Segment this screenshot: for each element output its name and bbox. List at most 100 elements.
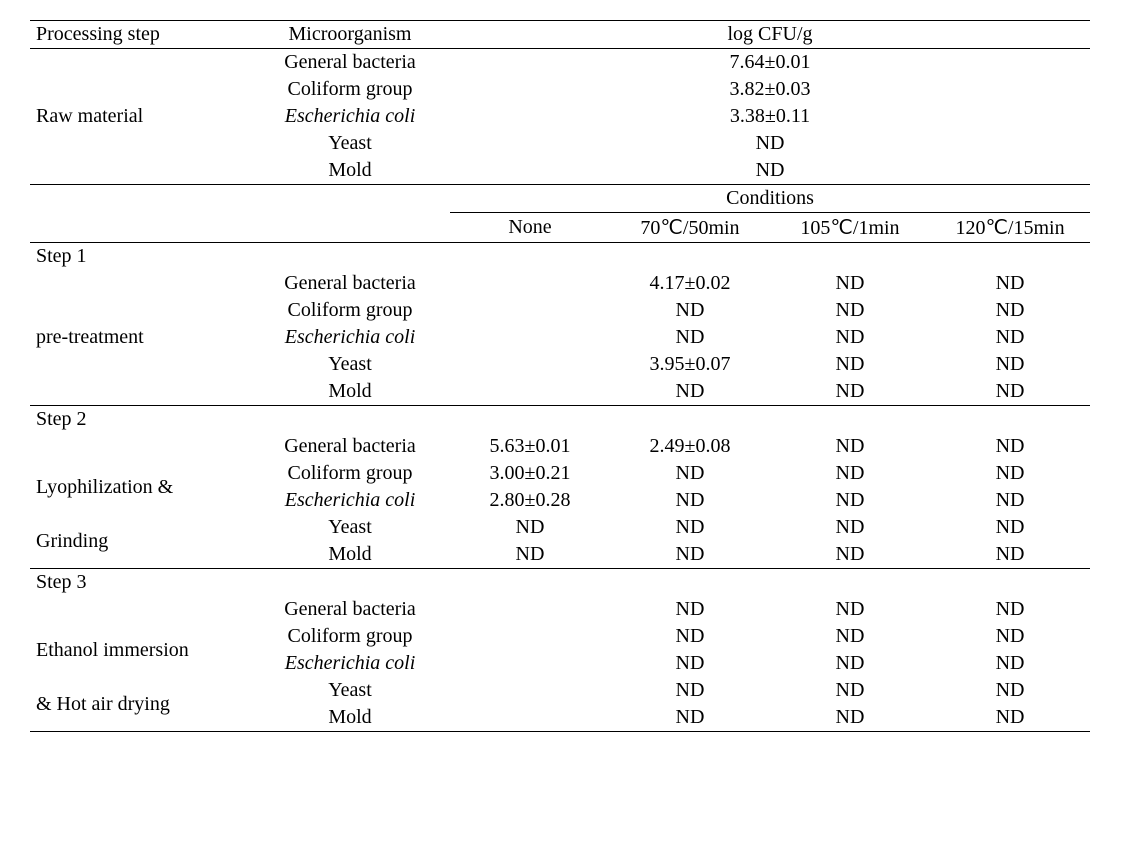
conditions-subheader-row: None 70℃/50min 105℃/1min 120℃/15min [30, 213, 1090, 243]
organism-label: Yeast [250, 514, 450, 541]
value-cell: ND [930, 378, 1090, 406]
value-cell: ND [610, 596, 770, 623]
value-cell: ND [610, 650, 770, 677]
value-cell: ND [930, 623, 1090, 650]
empty-cell [30, 213, 250, 243]
step-title-row: Step 3 [30, 569, 1090, 597]
value-cell: ND [770, 433, 930, 460]
value-cell: 3.38±0.11 [450, 103, 1090, 130]
organism-label: Escherichia coli [250, 650, 450, 677]
value-cell: 7.64±0.01 [450, 49, 1090, 77]
step3-label-line1: Ethanol immersion [30, 623, 250, 677]
value-cell: ND [770, 623, 930, 650]
value-cell: ND [770, 487, 930, 514]
organism-label: Coliform group [250, 460, 450, 487]
value-cell: ND [930, 297, 1090, 324]
value-cell: 2.80±0.28 [450, 487, 610, 514]
value-cell [450, 704, 610, 732]
value-cell: ND [770, 297, 930, 324]
value-cell: ND [930, 677, 1090, 704]
value-cell: ND [770, 514, 930, 541]
organism-label: Mold [250, 157, 450, 185]
value-cell [450, 351, 610, 378]
value-cell: ND [610, 324, 770, 351]
step3-label-line2: & Hot air drying [30, 677, 250, 732]
raw-material-label: Raw material [30, 49, 250, 185]
value-cell: ND [930, 270, 1090, 297]
value-cell: 4.17±0.02 [610, 270, 770, 297]
table-row: General bacteria ND ND ND [30, 596, 1090, 623]
value-cell [450, 324, 610, 351]
value-cell: ND [450, 157, 1090, 185]
value-cell: ND [930, 433, 1090, 460]
empty-cell [30, 433, 250, 460]
organism-label: Yeast [250, 677, 450, 704]
value-cell: ND [770, 704, 930, 732]
value-cell [450, 677, 610, 704]
table-row: & Hot air drying Yeast ND ND ND [30, 677, 1090, 704]
value-cell: 3.82±0.03 [450, 76, 1090, 103]
value-cell: ND [450, 541, 610, 569]
value-cell: ND [610, 297, 770, 324]
organism-label: Coliform group [250, 297, 450, 324]
value-cell: ND [610, 677, 770, 704]
organism-label: General bacteria [250, 433, 450, 460]
organism-label: Coliform group [250, 76, 450, 103]
step1-label: pre-treatment [30, 270, 250, 406]
step2-label-line2: Grinding [30, 514, 250, 569]
value-cell: ND [770, 270, 930, 297]
value-cell: ND [930, 514, 1090, 541]
value-cell: ND [930, 541, 1090, 569]
organism-label: Yeast [250, 130, 450, 157]
step2-label-line1: Lyophilization & [30, 460, 250, 514]
table-row: Grinding Yeast ND ND ND ND [30, 514, 1090, 541]
value-cell [450, 270, 610, 297]
value-cell: ND [770, 351, 930, 378]
header-log-cfu: log CFU/g [450, 21, 1090, 49]
organism-label: General bacteria [250, 49, 450, 77]
organism-label: General bacteria [250, 596, 450, 623]
organism-label: Mold [250, 541, 450, 569]
value-cell: 3.00±0.21 [450, 460, 610, 487]
empty-cell [30, 185, 250, 213]
organism-label: Escherichia coli [250, 324, 450, 351]
table-row: Ethanol immersion Coliform group ND ND N… [30, 623, 1090, 650]
value-cell [450, 378, 610, 406]
value-cell: ND [450, 130, 1090, 157]
value-cell: 3.95±0.07 [610, 351, 770, 378]
organism-label: Coliform group [250, 623, 450, 650]
empty-cell [250, 213, 450, 243]
value-cell: ND [770, 677, 930, 704]
header-conditions: Conditions [450, 185, 1090, 213]
table-header-row: Processing step Microorganism log CFU/g [30, 21, 1090, 49]
value-cell: ND [770, 541, 930, 569]
header-120c: 120℃/15min [930, 213, 1090, 243]
organism-label: Mold [250, 704, 450, 732]
step3-title: Step 3 [30, 569, 1090, 597]
value-cell: ND [930, 351, 1090, 378]
value-cell: ND [930, 487, 1090, 514]
value-cell: ND [770, 324, 930, 351]
table-row: Raw material General bacteria 7.64±0.01 [30, 49, 1090, 77]
header-105c: 105℃/1min [770, 213, 930, 243]
header-none: None [450, 213, 610, 243]
header-microorganism: Microorganism [250, 21, 450, 49]
conditions-header-row: Conditions [30, 185, 1090, 213]
value-cell [450, 623, 610, 650]
organism-label: Escherichia coli [250, 487, 450, 514]
value-cell: ND [770, 596, 930, 623]
organism-label: Yeast [250, 351, 450, 378]
value-cell [450, 297, 610, 324]
microbiology-table: Processing step Microorganism log CFU/g … [30, 20, 1090, 732]
value-cell: ND [450, 514, 610, 541]
value-cell: ND [930, 324, 1090, 351]
organism-label: Mold [250, 378, 450, 406]
value-cell: ND [930, 460, 1090, 487]
table-row: Lyophilization & Coliform group 3.00±0.2… [30, 460, 1090, 487]
value-cell: ND [610, 378, 770, 406]
step2-title: Step 2 [30, 406, 1090, 434]
value-cell: ND [930, 704, 1090, 732]
value-cell: 2.49±0.08 [610, 433, 770, 460]
value-cell: ND [610, 623, 770, 650]
value-cell [450, 650, 610, 677]
